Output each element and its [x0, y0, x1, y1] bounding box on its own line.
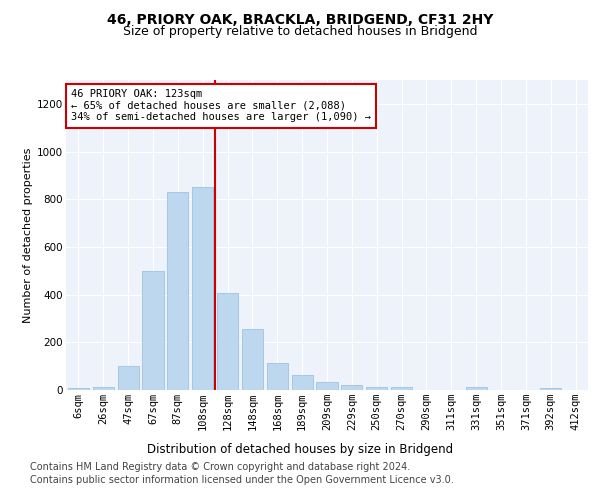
Bar	[540, 388, 561, 390]
Text: Contains HM Land Registry data © Crown copyright and database right 2024.: Contains HM Land Registry data © Crown c…	[30, 462, 410, 472]
Bar	[167, 192, 188, 390]
Bar	[316, 382, 338, 390]
Bar	[267, 362, 288, 390]
Bar	[118, 366, 139, 390]
Text: Contains public sector information licensed under the Open Government Licence v3: Contains public sector information licen…	[30, 475, 454, 485]
Text: Size of property relative to detached houses in Bridgend: Size of property relative to detached ho…	[123, 25, 477, 38]
Bar	[93, 387, 114, 390]
Text: Distribution of detached houses by size in Bridgend: Distribution of detached houses by size …	[147, 442, 453, 456]
Bar	[366, 387, 387, 390]
Text: 46 PRIORY OAK: 123sqm
← 65% of detached houses are smaller (2,088)
34% of semi-d: 46 PRIORY OAK: 123sqm ← 65% of detached …	[71, 90, 371, 122]
Bar	[466, 387, 487, 390]
Bar	[242, 329, 263, 390]
Bar	[217, 294, 238, 390]
Bar	[192, 188, 213, 390]
Bar	[391, 387, 412, 390]
Y-axis label: Number of detached properties: Number of detached properties	[23, 148, 33, 322]
Bar	[341, 385, 362, 390]
Bar	[292, 374, 313, 390]
Text: 46, PRIORY OAK, BRACKLA, BRIDGEND, CF31 2HY: 46, PRIORY OAK, BRACKLA, BRIDGEND, CF31 …	[107, 12, 493, 26]
Bar	[142, 271, 164, 390]
Bar	[68, 388, 89, 390]
